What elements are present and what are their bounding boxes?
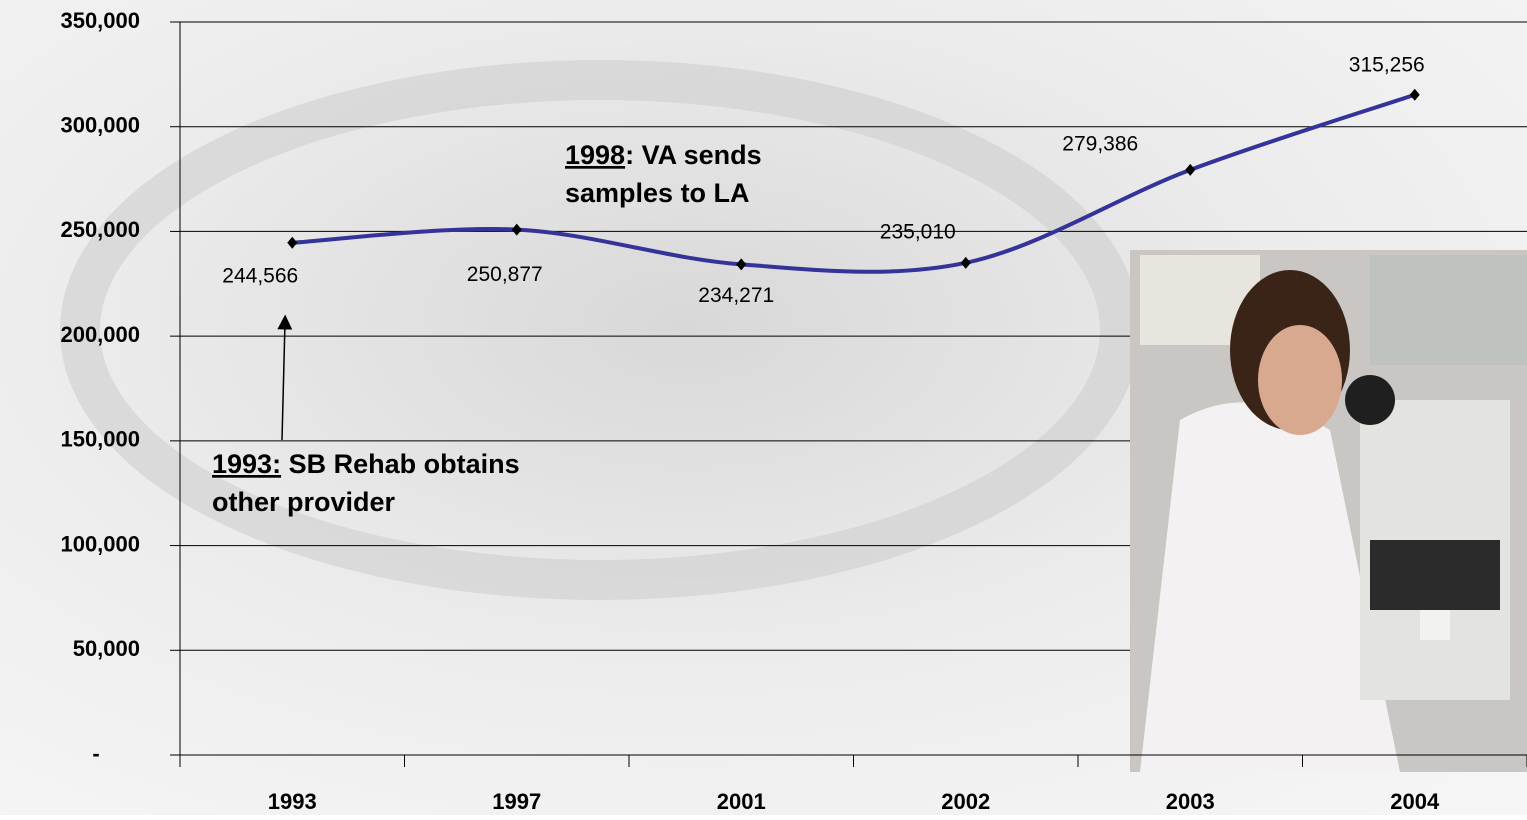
annotation-text: SB Rehab obtains (281, 449, 520, 479)
data-label: 315,256 (1349, 53, 1425, 76)
data-point (960, 256, 971, 269)
x-tick-label: 2001 (717, 789, 766, 814)
y-tick-label: - (92, 741, 99, 766)
annotation-emphasis: 1998 (565, 140, 625, 170)
annotation: samples to LA (565, 178, 750, 208)
annotation-arrow (277, 314, 293, 441)
annotation: 1993: SB Rehab obtains (212, 449, 520, 479)
y-tick-label: 250,000 (60, 217, 140, 242)
data-label: 279,386 (1062, 132, 1138, 155)
data-label: 234,271 (698, 284, 774, 307)
x-tick-label: 2004 (1390, 789, 1440, 814)
annotation-text: : VA sends (625, 140, 762, 170)
photo (1130, 250, 1527, 772)
x-tick-label: 1997 (492, 789, 541, 814)
data-label: 250,877 (467, 263, 543, 286)
data-label: 244,566 (222, 264, 298, 287)
data-line (292, 92, 1416, 274)
data-point (1409, 88, 1420, 101)
data-point (287, 236, 298, 249)
data-point (736, 258, 747, 271)
y-tick-label: 100,000 (60, 531, 140, 556)
data-point (1185, 163, 1196, 176)
annotation-emphasis: 1993: (212, 449, 281, 479)
y-tick-label: 200,000 (60, 322, 140, 347)
annotation: other provider (212, 487, 396, 517)
data-label: 235,010 (880, 220, 956, 243)
x-tick-label: 1993 (268, 789, 317, 814)
data-point (511, 223, 522, 236)
background-shape (60, 60, 1140, 600)
x-tick-label: 2002 (941, 789, 990, 814)
y-tick-label: 350,000 (60, 8, 140, 33)
annotation: 1998: VA sends (565, 140, 762, 170)
x-tick-label: 2003 (1166, 789, 1215, 814)
y-tick-label: 300,000 (60, 113, 140, 138)
y-tick-label: 150,000 (60, 427, 140, 452)
y-tick-label: 50,000 (73, 636, 140, 661)
